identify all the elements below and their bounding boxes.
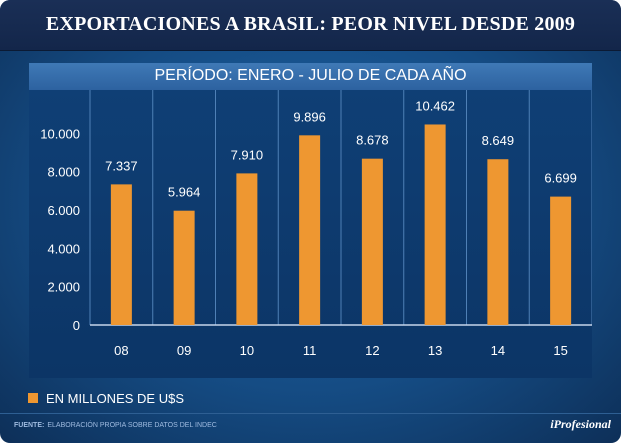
bar-value-label: 6.699 [544, 171, 577, 186]
y-tick-label: 2.000 [47, 280, 80, 295]
source-text: ELABORACIÓN PROPIA SOBRE DATOS DEL INDEC [47, 422, 217, 429]
chart-subtitle-bar: PERÍODO: ENERO - JULIO DE CADA AÑO [29, 63, 592, 90]
bar-value-label: 9.896 [293, 109, 326, 124]
bar [550, 196, 572, 325]
chart-subtitle: PERÍODO: ENERO - JULIO DE CADA AÑO [154, 67, 467, 84]
x-tick-label: 10 [240, 343, 254, 358]
bar [110, 184, 132, 325]
bar [173, 210, 195, 325]
bar-value-label: 7.337 [105, 158, 138, 173]
brand-logo: iProfesional [550, 417, 611, 431]
bar [424, 124, 446, 325]
legend-swatch [28, 393, 38, 403]
title-bar: EXPORTACIONES A BRASIL: PEOR NIVEL DESDE… [0, 0, 621, 51]
x-tick-label: 13 [428, 343, 442, 358]
y-tick-label: 4.000 [47, 241, 80, 256]
x-tick-label: 14 [491, 343, 505, 358]
x-tick-label: 08 [114, 343, 128, 358]
footer-divider [0, 413, 621, 414]
bar-chart: 0 2.000 4.000 6.000 8.000 10.000 7.337 08 5.964 0… [40, 90, 593, 358]
legend-label: EN MILLONES DE U$S [46, 390, 184, 406]
bar-value-label: 8.649 [482, 133, 515, 148]
y-tick-label: 6.000 [47, 203, 80, 218]
bar [236, 173, 258, 325]
bar-value-label: 5.964 [168, 185, 201, 200]
bar [299, 135, 321, 325]
source-note: FUENTE: ELABORACIÓN PROPIA SOBRE DATOS DE… [14, 422, 217, 429]
bar [361, 158, 383, 325]
y-tick-label: 8.000 [47, 165, 80, 180]
bar [487, 159, 509, 325]
y-tick-label: 10.000 [40, 126, 80, 141]
bar-value-label: 8.678 [356, 133, 389, 148]
legend: EN MILLONES DE U$S [28, 389, 184, 407]
plot-area: 0 2.000 4.000 6.000 8.000 10.000 7.337 08 5.964 0… [29, 90, 593, 378]
y-tick-label: 0 [73, 318, 80, 333]
bar-value-label: 7.910 [231, 147, 264, 162]
source-key: FUENTE: [14, 422, 45, 429]
x-tick-label: 15 [553, 343, 567, 358]
bar-value-label: 10.462 [415, 98, 455, 113]
x-tick-label: 11 [303, 343, 317, 358]
x-tick-label: 12 [365, 343, 379, 358]
infographic-title: EXPORTACIONES A BRASIL: PEOR NIVEL DESDE… [45, 13, 576, 35]
x-tick-label: 09 [177, 343, 191, 358]
